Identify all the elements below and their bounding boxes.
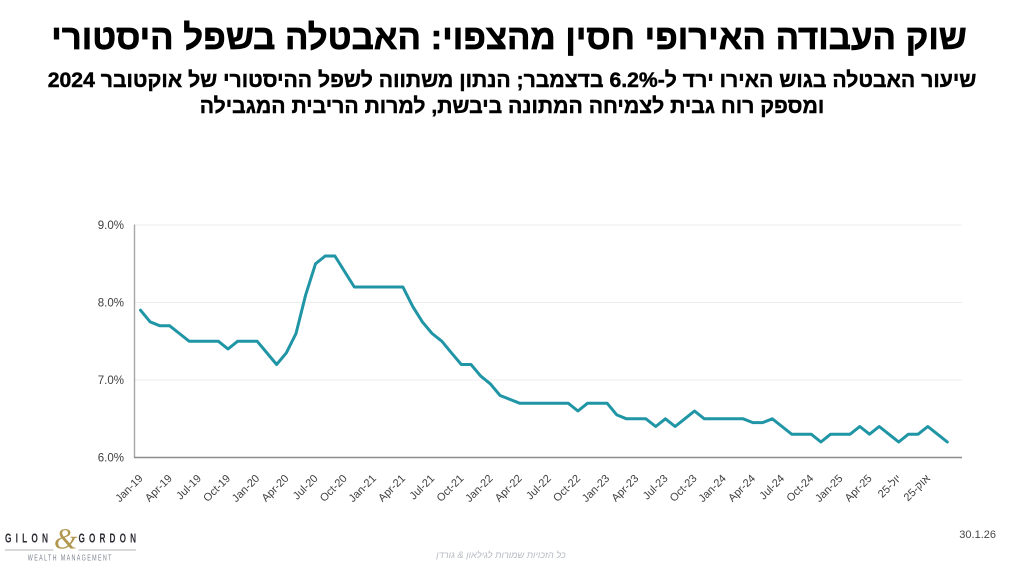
svg-text:Apr-25: Apr-25 — [843, 473, 875, 505]
svg-text:Jan-21: Jan-21 — [347, 473, 379, 505]
svg-text:Jul-19: Jul-19 — [174, 473, 204, 503]
svg-text:6.0%: 6.0% — [98, 453, 124, 465]
svg-text:Apr-24: Apr-24 — [726, 473, 758, 505]
svg-text:יול-25: יול-25 — [875, 472, 904, 501]
svg-text:Jul-24: Jul-24 — [757, 473, 787, 503]
svg-text:אוק-25: אוק-25 — [902, 473, 933, 504]
svg-text:Jan-23: Jan-23 — [580, 473, 612, 505]
svg-text:Apr-20: Apr-20 — [260, 473, 292, 505]
svg-text:G I L O N: G I L O N — [5, 531, 48, 546]
svg-text:Jan-22: Jan-22 — [463, 473, 495, 505]
svg-text:Oct-24: Oct-24 — [784, 473, 816, 505]
svg-text:Apr-23: Apr-23 — [609, 473, 641, 505]
svg-text:Oct-20: Oct-20 — [318, 473, 350, 505]
svg-text:&: & — [54, 523, 78, 556]
svg-text:G O R D O N: G O R D O N — [79, 531, 137, 546]
svg-text:Oct-22: Oct-22 — [551, 473, 583, 505]
svg-text:Jul-20: Jul-20 — [291, 473, 321, 503]
svg-text:Oct-19: Oct-19 — [201, 473, 233, 505]
svg-text:Jul-23: Jul-23 — [641, 473, 671, 503]
svg-text:7.0%: 7.0% — [98, 375, 124, 387]
svg-text:Jan-20: Jan-20 — [230, 473, 262, 505]
svg-text:Oct-21: Oct-21 — [435, 473, 467, 505]
svg-text:Jan-19: Jan-19 — [113, 473, 145, 505]
svg-text:WEALTH MANAGEMENT: WEALTH MANAGEMENT — [28, 554, 113, 563]
svg-text:Jul-21: Jul-21 — [408, 473, 438, 503]
svg-text:Jul-22: Jul-22 — [524, 473, 554, 503]
svg-text:Apr-22: Apr-22 — [493, 473, 525, 505]
svg-text:Apr-19: Apr-19 — [143, 473, 175, 505]
svg-text:Oct-23: Oct-23 — [668, 473, 700, 505]
svg-text:Apr-21: Apr-21 — [376, 473, 408, 505]
svg-text:Jan-24: Jan-24 — [697, 473, 729, 505]
svg-text:8.0%: 8.0% — [98, 298, 124, 310]
svg-text:9.0%: 9.0% — [98, 220, 124, 232]
svg-text:Jan-25: Jan-25 — [813, 473, 845, 505]
